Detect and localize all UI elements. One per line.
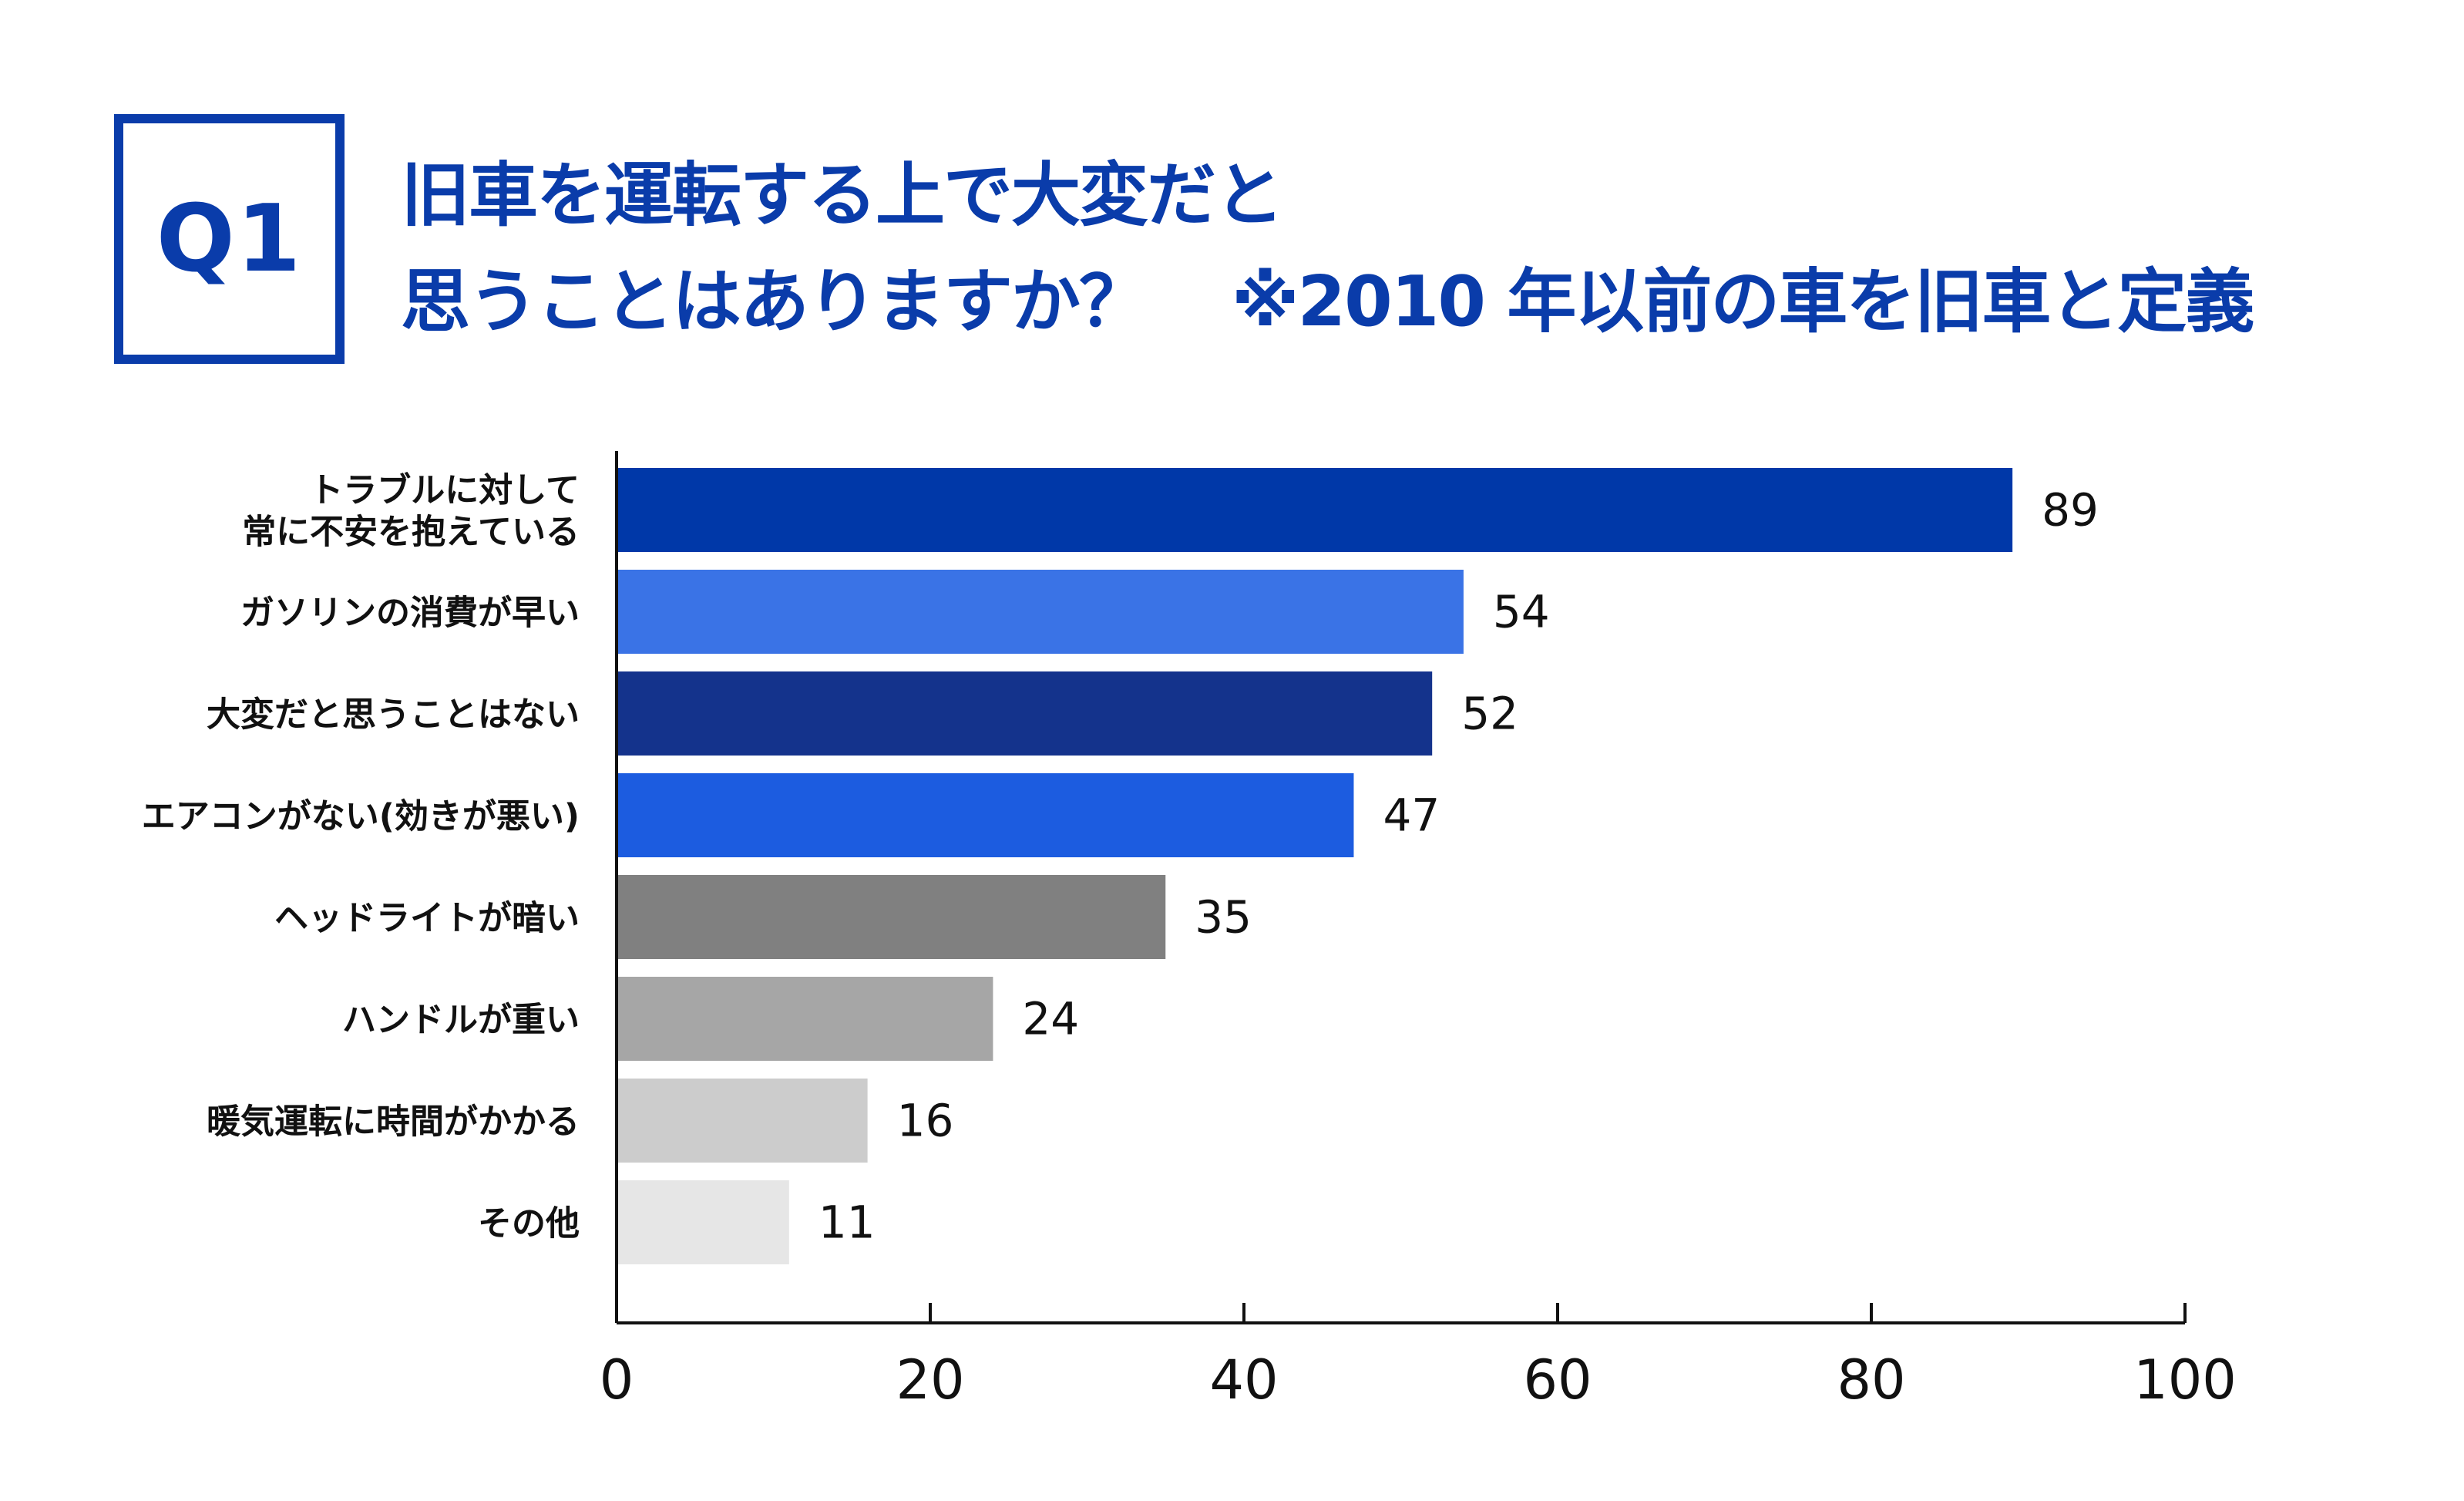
bar xyxy=(617,468,2013,552)
category-label: 大変だと思うことはない xyxy=(207,695,580,735)
bar xyxy=(617,671,1433,756)
category-label: エアコンがない(効きが悪い) xyxy=(142,797,580,836)
data-label: 54 xyxy=(1493,586,1550,638)
x-tick-label: 0 xyxy=(600,1348,634,1412)
x-tick-label: 60 xyxy=(1523,1348,1592,1412)
category-label: ハンドルが重い xyxy=(342,1001,580,1040)
x-tick-label: 80 xyxy=(1837,1348,1905,1412)
bar xyxy=(617,1079,868,1163)
data-label: 35 xyxy=(1195,891,1252,944)
category-label: 常に不安を抱えている xyxy=(242,513,580,552)
title-line-1: 旧車を運転する上で大変だと xyxy=(401,155,1284,236)
data-label: 89 xyxy=(2042,484,2099,537)
bar xyxy=(617,977,993,1061)
x-tick-label: 20 xyxy=(896,1348,964,1412)
bar xyxy=(617,773,1354,857)
bar xyxy=(617,1180,789,1264)
data-label: 16 xyxy=(897,1095,954,1147)
question-number: Q1 xyxy=(156,185,303,293)
title-line-2: 思うことはありますか？ ※2010 年以前の車を旧車と定義 xyxy=(401,245,2254,345)
bar xyxy=(617,875,1166,959)
x-tick-label: 100 xyxy=(2133,1348,2237,1412)
question-badge: Q1 xyxy=(114,114,345,364)
category-label: ガソリンの消費が早い xyxy=(240,594,580,633)
data-label: 24 xyxy=(1022,993,1079,1045)
category-label: ヘッドライトが暗い xyxy=(274,899,580,938)
data-label: 11 xyxy=(819,1196,876,1249)
category-label: 暖気運転に時間がかかる xyxy=(207,1102,580,1142)
data-label: 47 xyxy=(1383,789,1440,842)
category-label: トラブルに対して xyxy=(309,471,580,510)
category-label: その他 xyxy=(478,1204,580,1244)
title-note: ※2010 年以前の車を旧車と定義 xyxy=(1232,261,2254,342)
x-tick-label: 40 xyxy=(1209,1348,1278,1412)
bar xyxy=(617,570,1464,654)
title-question: 思うことはありますか？ xyxy=(401,261,1148,342)
data-label: 52 xyxy=(1461,688,1518,740)
